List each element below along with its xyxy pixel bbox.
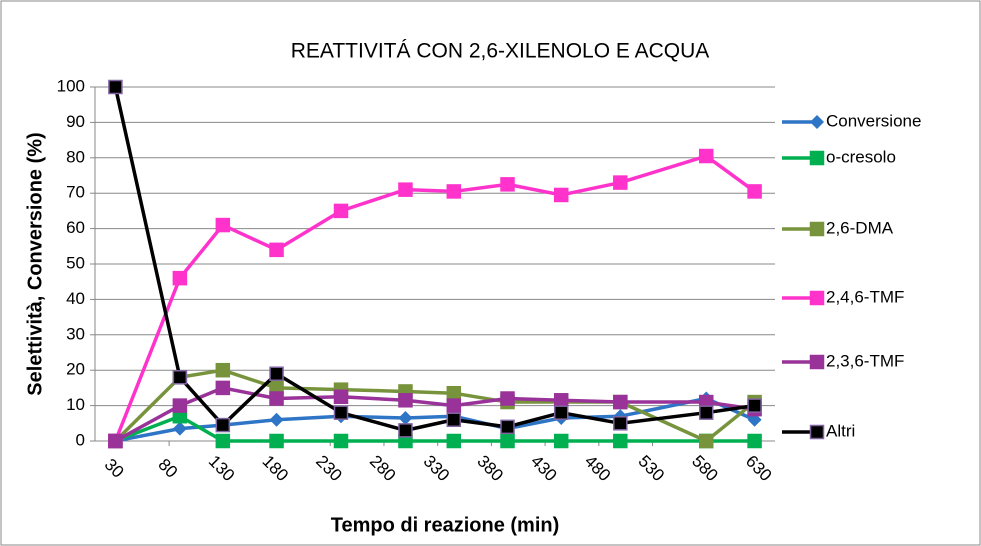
marker (269, 242, 284, 258)
marker (269, 391, 284, 406)
marker (553, 433, 569, 449)
marker (398, 393, 413, 408)
marker (398, 182, 413, 197)
y-tick-label: 80 (66, 147, 85, 166)
marker (446, 184, 462, 199)
marker (446, 398, 462, 413)
marker (215, 362, 231, 378)
y-tick-label: 40 (66, 289, 85, 308)
marker (698, 433, 714, 449)
marker (215, 380, 231, 396)
legend-label: 2,6-DMA (826, 218, 894, 237)
marker (747, 398, 762, 413)
marker (613, 394, 628, 410)
y-tick-label: 20 (66, 360, 85, 379)
marker (446, 433, 462, 449)
legend-marker (809, 290, 825, 306)
marker (698, 148, 714, 164)
legend-marker (809, 354, 825, 370)
marker (333, 389, 349, 404)
marker (108, 433, 123, 449)
y-axis-label: Selettività, Conversione (%) (24, 132, 46, 395)
marker (553, 187, 569, 203)
marker (108, 79, 123, 95)
marker (500, 391, 515, 406)
marker (269, 366, 284, 381)
marker (613, 433, 628, 449)
y-tick-label: 50 (66, 253, 85, 272)
marker (398, 423, 413, 438)
marker (333, 433, 349, 449)
chart-title: REATTIVITÁ CON 2,6-XILENOLO E ACQUA (291, 40, 710, 63)
marker (446, 385, 462, 401)
marker (553, 405, 569, 420)
marker (698, 405, 714, 420)
legend-marker (810, 115, 824, 129)
series-line (113, 86, 755, 433)
marker (553, 393, 569, 408)
legend-marker (809, 221, 825, 237)
marker (172, 370, 188, 385)
marker (333, 203, 349, 219)
legend-label: o-cresolo (826, 147, 896, 166)
marker (269, 433, 284, 449)
legend-label: 2,3,6-TMF (826, 351, 904, 370)
y-tick-label: 60 (66, 218, 85, 237)
y-tick-label: 70 (66, 183, 85, 202)
marker (398, 410, 413, 425)
legend-marker (809, 150, 825, 166)
marker (172, 421, 187, 436)
marker (215, 417, 231, 433)
y-tick-label: 0 (76, 430, 85, 449)
y-tick-label: 90 (66, 112, 85, 131)
legend-marker (809, 424, 825, 440)
marker (172, 270, 188, 286)
y-tick-label: 10 (66, 395, 85, 414)
series-line (113, 154, 756, 442)
marker (172, 398, 188, 413)
marker (500, 177, 515, 192)
y-tick-label: 30 (66, 324, 85, 343)
marker (613, 175, 628, 190)
legend-label: Conversione (826, 111, 921, 130)
marker (333, 405, 349, 420)
legend-label: 2,4,6-TMF (826, 287, 904, 306)
marker (747, 184, 762, 199)
marker (215, 217, 231, 233)
marker (215, 433, 231, 449)
y-tick-label: 100 (57, 76, 85, 95)
marker (500, 419, 515, 435)
marker (269, 412, 284, 427)
marker (500, 433, 515, 449)
marker (613, 416, 628, 431)
legend-label: Altri (826, 421, 855, 440)
x-axis-label: Tempo di reazione (min) (331, 514, 560, 536)
marker (747, 433, 762, 449)
marker (446, 412, 462, 428)
